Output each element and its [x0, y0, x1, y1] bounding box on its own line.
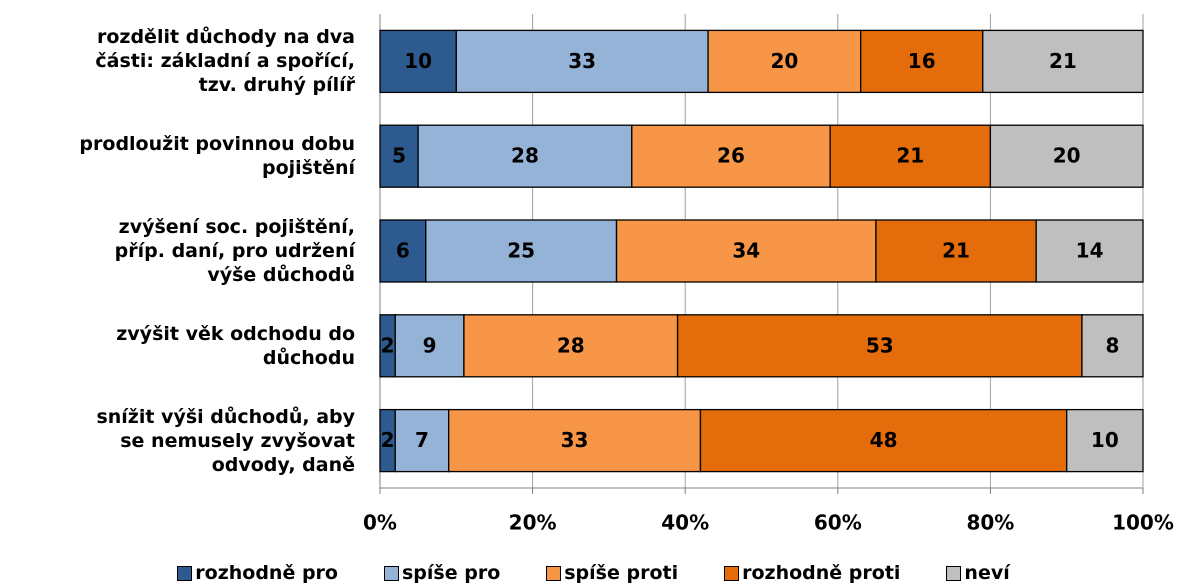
value-label: 33: [561, 428, 589, 452]
legend-swatch: [946, 565, 962, 581]
legend-label: neví: [964, 562, 1010, 584]
value-label: 8: [1106, 333, 1120, 357]
x-tick-label: 0%: [363, 511, 397, 535]
value-label: 21: [942, 239, 970, 263]
value-label: 2: [381, 428, 395, 452]
legend-swatch: [177, 565, 193, 581]
legend-label: spíše pro: [401, 562, 501, 584]
legend-item: rozhodně pro: [177, 562, 338, 584]
value-label: 10: [1091, 428, 1119, 452]
bar-segment: [379, 124, 419, 188]
value-label: 7: [415, 428, 429, 452]
legend-label: rozhodně pro: [195, 562, 338, 584]
x-tick-label: 40%: [661, 511, 709, 535]
bar-segment: [982, 29, 1144, 94]
bar-segment: [860, 29, 984, 94]
legend-item: spíše proti: [546, 562, 678, 584]
value-label: 48: [870, 428, 898, 452]
bar-segment: [676, 314, 1083, 378]
x-tick-label: 60%: [814, 511, 862, 535]
bar-segment: [615, 219, 877, 283]
x-tick-label: 20%: [509, 511, 557, 535]
bar-segment: [829, 124, 992, 188]
value-label: 25: [507, 239, 535, 263]
legend-item: neví: [946, 562, 1010, 584]
legend-swatch: [546, 565, 562, 581]
value-label: 28: [557, 333, 585, 357]
value-label: 20: [770, 49, 798, 73]
legend-swatch: [724, 565, 740, 581]
value-label: 33: [568, 49, 596, 73]
value-label: 28: [511, 144, 539, 168]
category-label: rozdělit důchody na dva části: základní …: [95, 26, 355, 97]
legend-label: spíše proti: [564, 562, 679, 584]
x-tick-label: 80%: [966, 511, 1014, 535]
category-label: snížit výši důchodů, aby se nemusely zvy…: [96, 405, 355, 476]
bar-segment: [875, 219, 1037, 283]
bar-segment: [379, 219, 427, 283]
x-tick-label: 100%: [1112, 511, 1174, 535]
value-label: 34: [732, 239, 760, 263]
bar-segment: [631, 124, 831, 188]
value-label: 2: [381, 333, 395, 357]
bar-segment: [463, 314, 679, 378]
bar-segment: [1066, 408, 1144, 473]
value-label: 53: [866, 333, 894, 357]
bar-segment: [379, 29, 457, 94]
value-label: 21: [1049, 49, 1077, 73]
bar-segment: [455, 29, 709, 94]
category-label: prodloužit povinnou dobu pojištění: [79, 133, 355, 180]
value-label: 10: [404, 49, 432, 73]
value-label: 14: [1076, 239, 1104, 263]
bar-segment: [417, 124, 633, 188]
value-label: 5: [392, 144, 406, 168]
bar-segment: [989, 124, 1144, 188]
value-label: 21: [896, 144, 924, 168]
bar-segment: [707, 29, 862, 94]
legend: rozhodně pro spíše pro spíše proti rozhodně…: [0, 562, 1187, 584]
bar-segment: [448, 408, 702, 473]
bar-segment: [1081, 314, 1144, 378]
value-label: 26: [717, 144, 745, 168]
bar-segment: [1035, 219, 1144, 283]
legend-swatch: [383, 565, 399, 581]
category-label: zvýšit věk odchodu do důchodu: [116, 322, 355, 369]
value-label: 9: [423, 333, 437, 357]
value-label: 6: [396, 239, 410, 263]
legend-item: rozhodně proti: [724, 562, 900, 584]
bar-segment: [394, 408, 450, 473]
category-label: zvýšení soc. pojištění, příp. daní, pro …: [114, 216, 355, 286]
bar-segment: [394, 314, 465, 378]
bar-segment: [699, 408, 1068, 473]
legend-item: spíše pro: [383, 562, 501, 584]
legend-label: rozhodně proti: [742, 562, 901, 584]
value-label: 16: [908, 49, 936, 73]
value-label: 20: [1053, 144, 1081, 168]
